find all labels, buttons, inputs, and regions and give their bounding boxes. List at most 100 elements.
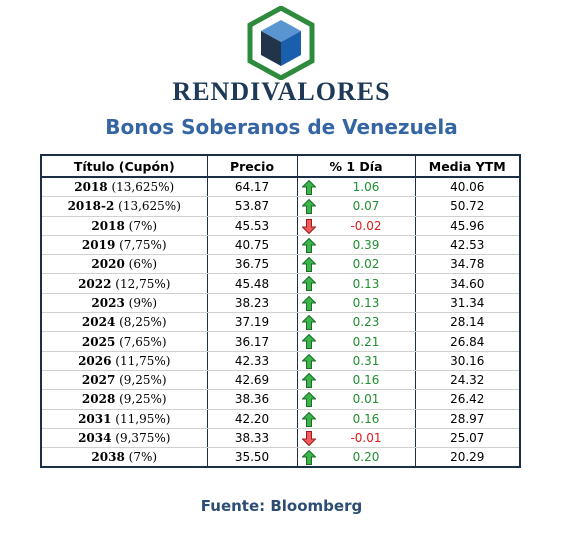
bond-change-cell: 0.13 [297,273,416,294]
bond-price: 38.33 [207,428,298,449]
bond-coupon: (7,65%) [119,334,167,349]
bond-price: 38.23 [207,293,298,314]
bond-change-cell: 0.21 [297,331,416,352]
bond-change-cell: 0.16 [297,370,416,391]
bond-price: 42.33 [207,351,298,371]
table-row: 2023 (9%) 38.23 0.13 31.34 [41,293,520,314]
bond-title-cell: 2031 (11,95%) [41,409,208,429]
bond-price: 45.53 [207,216,298,236]
arrow-up-icon [301,237,316,253]
bond-year: 2026 [78,353,112,368]
column-header-price: Precio [207,155,298,178]
table-row: 2027 (9,25%) 42.69 0.16 24.32 [41,370,520,391]
bond-price: 35.50 [207,447,298,468]
arrow-down-icon [301,430,316,446]
bond-change-cell: 0.39 [297,235,416,256]
bond-price: 53.87 [207,196,298,217]
table-row: 2025 (7,65%) 36.17 0.21 26.84 [41,331,520,352]
bond-coupon: (7%) [128,218,158,233]
bond-title-cell: 2023 (9%) [41,293,208,314]
bond-change-cell: 0.31 [297,351,416,371]
bond-ytm: 26.42 [415,389,520,410]
bond-year: 2023 [91,295,125,310]
bond-coupon: (9,25%) [119,392,167,407]
bond-ytm: 45.96 [415,216,520,236]
bond-coupon: (8,25%) [119,315,167,330]
bond-year: 2028 [81,392,116,407]
table-row: 2038 (7%) 35.50 0.20 20.29 [41,447,520,468]
bonds-table: Título (Cupón) Precio % 1 Día Media YTM … [40,154,521,469]
bond-year: 2025 [81,334,116,349]
bond-change: 0.31 [352,353,380,368]
bond-change: 0.21 [352,334,380,349]
table-row: 2020 (6%) 36.75 0.02 34.78 [41,254,520,275]
bond-title-cell: 2026 (11,75%) [41,351,208,371]
bond-coupon: (11,95%) [115,411,171,426]
bond-year: 2027 [81,373,116,388]
bond-change: 0.16 [352,373,380,388]
page-title: Bonos Soberanos de Venezuela [105,115,458,139]
bond-coupon: (13,625%) [118,199,181,214]
arrow-up-icon [301,315,316,331]
arrow-up-icon [301,450,316,466]
bond-price: 38.36 [207,389,298,410]
bond-ytm: 50.72 [415,196,520,217]
bond-change: 0.39 [352,238,380,253]
table-header-row: Título (Cupón) Precio % 1 Día Media YTM [41,155,520,178]
brand-name: RENDIVALORES [172,77,391,106]
bond-coupon: (12,75%) [115,276,171,291]
arrow-up-icon [301,372,316,388]
bond-title-cell: 2018 (7%) [41,216,208,236]
bond-title-cell: 2019 (7,75%) [41,235,208,256]
arrow-down-icon [301,218,316,234]
bond-change-cell: 0.16 [297,409,416,429]
bond-price: 36.17 [207,331,298,352]
bond-coupon: (11,75%) [115,353,171,368]
bond-ytm: 30.16 [415,351,520,371]
bond-price: 42.69 [207,370,298,391]
bond-title-cell: 2018 (13,625%) [41,177,208,198]
arrow-up-icon [301,295,316,311]
bond-ytm: 40.06 [415,177,520,198]
bond-coupon: (7%) [128,450,158,465]
bond-coupon: (7,75%) [119,238,167,253]
column-header-ytm: Media YTM [415,155,520,178]
bond-price: 64.17 [207,177,298,198]
rendivalores-logo-icon [247,6,315,80]
bond-price: 36.75 [207,254,298,275]
bond-title-cell: 2020 (6%) [41,254,208,275]
bond-change-cell: 0.23 [297,312,416,333]
arrow-up-icon [301,276,316,292]
bond-change: 0.16 [352,411,380,426]
arrow-up-icon [301,353,316,369]
bond-coupon: (13,625%) [111,180,175,195]
bond-change: -0.01 [350,431,382,445]
bond-price: 42.20 [207,409,298,429]
bond-title-cell: 2018-2 (13,625%) [41,196,208,217]
table-row: 2034 (9,375%) 38.33 -0.01 25.07 [41,428,520,449]
table-row: 2031 (11,95%) 42.20 0.16 28.97 [41,409,520,429]
bond-change-cell: 1.06 [297,177,416,198]
bond-change-cell: 0.07 [297,196,416,217]
table-row: 2028 (9,25%) 38.36 0.01 26.42 [41,389,520,410]
bond-coupon: (9%) [128,295,158,310]
arrow-up-icon [301,392,316,408]
table-row: 2022 (12,75%) 45.48 0.13 34.60 [41,273,520,294]
arrow-up-icon [301,180,316,195]
bond-year: 2019 [81,238,116,253]
bond-change-cell: 0.13 [297,293,416,314]
bond-year: 2034 [78,431,112,445]
bond-ytm: 24.32 [415,370,520,391]
bond-change: 1.06 [352,180,380,195]
arrow-up-icon [301,334,316,350]
bond-ytm: 26.84 [415,331,520,352]
bond-price: 45.48 [207,273,298,294]
bond-year: 2018 [74,180,108,195]
bond-change-cell: 0.01 [297,389,416,410]
bond-change: 0.20 [352,450,380,465]
table-row: 2026 (11,75%) 42.33 0.31 30.16 [41,351,520,371]
bond-coupon: (6%) [128,257,158,272]
bond-year: 2024 [81,315,116,330]
table-row: 2018 (13,625%) 64.17 1.06 40.06 [41,177,520,198]
bond-title-cell: 2022 (12,75%) [41,273,208,294]
